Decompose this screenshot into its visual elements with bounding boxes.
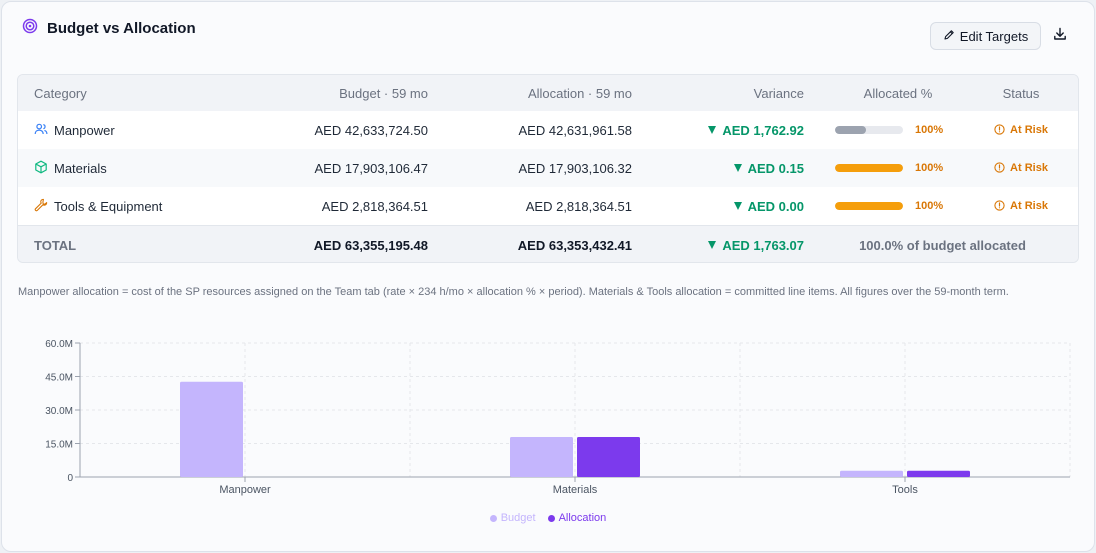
down-triangle-icon xyxy=(708,241,717,249)
legend-item-budget[interactable]: Budget xyxy=(489,512,536,524)
status-badge: At Risk xyxy=(978,111,1064,149)
allocation-progress-fill xyxy=(835,164,903,172)
legend-label-budget: Budget xyxy=(500,512,536,524)
budget-cell: AED 42,633,724.50 xyxy=(314,122,428,138)
header-allocation[interactable]: Allocation · 59 mo xyxy=(527,85,632,101)
download-icon xyxy=(1053,27,1067,46)
allocation-progress-bar xyxy=(835,126,903,134)
status-label: At Risk xyxy=(1010,200,1048,212)
allocated-pct-cell: 100% xyxy=(835,149,965,187)
category-cell: Materials xyxy=(34,149,107,187)
bar-budget-tools xyxy=(840,470,903,477)
allocated-pct-cell: 100% xyxy=(835,111,965,149)
y-tick-label: 15.0M xyxy=(45,440,73,451)
total-allocated-note: 100.0% of budget allocated xyxy=(859,237,1026,253)
y-tick-label: 30.0M xyxy=(45,406,73,417)
total-budget: AED 63,355,195.48 xyxy=(313,237,428,253)
allocation-footnote: Manpower allocation = cost of the SP res… xyxy=(18,286,1009,298)
budget-table: Category Budget · 59 mo Allocation · 59 … xyxy=(17,74,1079,263)
allocation-progress-fill xyxy=(835,126,866,134)
variance-cell: AED 1,762.92 xyxy=(708,111,804,149)
table-header-row: Category Budget · 59 mo Allocation · 59 … xyxy=(18,75,1078,111)
total-label: TOTAL xyxy=(34,237,77,253)
legend-swatch-allocation xyxy=(547,514,555,522)
wrench-icon xyxy=(34,198,48,215)
status-badge: At Risk xyxy=(978,187,1064,225)
x-tick-label: Tools xyxy=(892,484,918,496)
allocation-progress-bar xyxy=(835,164,903,172)
variance-value: AED 1,762.92 xyxy=(722,122,804,138)
down-triangle-icon xyxy=(708,126,717,134)
bar-budget-materials xyxy=(510,437,573,477)
header-allocated-pct[interactable]: Allocated % xyxy=(863,85,933,101)
variance-value: AED 0.00 xyxy=(747,198,804,214)
bar-allocation-tools xyxy=(907,470,970,477)
pencil-icon xyxy=(943,29,955,44)
allocation-cell: AED 42,631,961.58 xyxy=(518,122,632,138)
legend-item-allocation[interactable]: Allocation xyxy=(547,512,607,524)
variance-cell: AED 0.15 xyxy=(733,149,804,187)
bar-budget-manpower xyxy=(180,381,243,477)
status-label: At Risk xyxy=(1010,124,1048,136)
category-label: Tools & Equipment xyxy=(54,198,163,214)
variance-cell: AED 0.00 xyxy=(733,187,804,225)
category-cell: Manpower xyxy=(34,111,115,149)
y-tick-label: 0 xyxy=(67,473,73,484)
allocation-progress-fill xyxy=(835,202,903,210)
panel-header: Budget vs Allocation xyxy=(22,18,196,39)
status-badge: At Risk xyxy=(978,149,1064,187)
panel-title: Budget vs Allocation xyxy=(47,20,196,37)
budget-cell: AED 2,818,364.51 xyxy=(321,198,428,214)
users-icon xyxy=(34,122,48,139)
budget-cell: AED 17,903,106.47 xyxy=(314,160,428,176)
legend-label-allocation: Allocation xyxy=(558,512,607,524)
table-total-row: TOTAL AED 63,355,195.48 AED 63,353,432.4… xyxy=(18,225,1078,262)
total-variance: AED 1,763.07 xyxy=(708,226,804,262)
y-tick-label: 60.0M xyxy=(45,339,73,350)
x-tick-label: Manpower xyxy=(219,484,271,496)
box-icon xyxy=(34,160,48,177)
category-label: Materials xyxy=(54,160,107,176)
total-allocation: AED 63,353,432.41 xyxy=(517,237,632,253)
table-row[interactable]: Tools & Equipment AED 2,818,364.51 AED 2… xyxy=(18,187,1078,225)
allocated-pct-cell: 100% xyxy=(835,187,965,225)
allocation-cell: AED 17,903,106.32 xyxy=(518,160,632,176)
alert-circle-icon xyxy=(994,161,1005,176)
total-variance-value: AED 1,763.07 xyxy=(722,237,804,253)
y-tick-label: 45.0M xyxy=(45,373,73,384)
allocated-pct-value: 100% xyxy=(915,200,944,212)
variance-value: AED 0.15 xyxy=(747,160,804,176)
x-tick-label: Materials xyxy=(553,484,598,496)
header-variance[interactable]: Variance xyxy=(753,85,804,101)
table-row[interactable]: Manpower AED 42,633,724.50 AED 42,631,96… xyxy=(18,111,1078,149)
bar-allocation-materials xyxy=(577,437,640,477)
down-triangle-icon xyxy=(733,164,742,172)
edit-targets-button[interactable]: Edit Targets xyxy=(930,22,1041,50)
allocation-progress-bar xyxy=(835,202,903,210)
budget-allocation-chart: 0 15.0M 30.0M 45.0M 60.0M Manpower Materials To… xyxy=(45,339,1071,496)
category-cell: Tools & Equipment xyxy=(34,187,162,225)
category-label: Manpower xyxy=(54,122,115,138)
table-row[interactable]: Materials AED 17,903,106.47 AED 17,903,1… xyxy=(18,149,1078,187)
header-budget[interactable]: Budget · 59 mo xyxy=(339,85,428,101)
chart-legend: Budget Allocation xyxy=(0,512,1096,524)
alert-circle-icon xyxy=(994,123,1005,138)
allocated-pct-value: 100% xyxy=(915,162,944,174)
header-status[interactable]: Status xyxy=(1002,85,1040,101)
header-category[interactable]: Category xyxy=(34,85,87,101)
download-button[interactable] xyxy=(1050,26,1070,46)
alert-circle-icon xyxy=(994,199,1005,214)
legend-swatch-budget xyxy=(489,514,497,522)
edit-targets-label: Edit Targets xyxy=(959,28,1029,44)
allocation-cell: AED 2,818,364.51 xyxy=(525,198,632,214)
down-triangle-icon xyxy=(733,202,742,210)
allocated-pct-value: 100% xyxy=(915,124,944,136)
status-label: At Risk xyxy=(1010,162,1048,174)
target-icon xyxy=(22,18,38,39)
